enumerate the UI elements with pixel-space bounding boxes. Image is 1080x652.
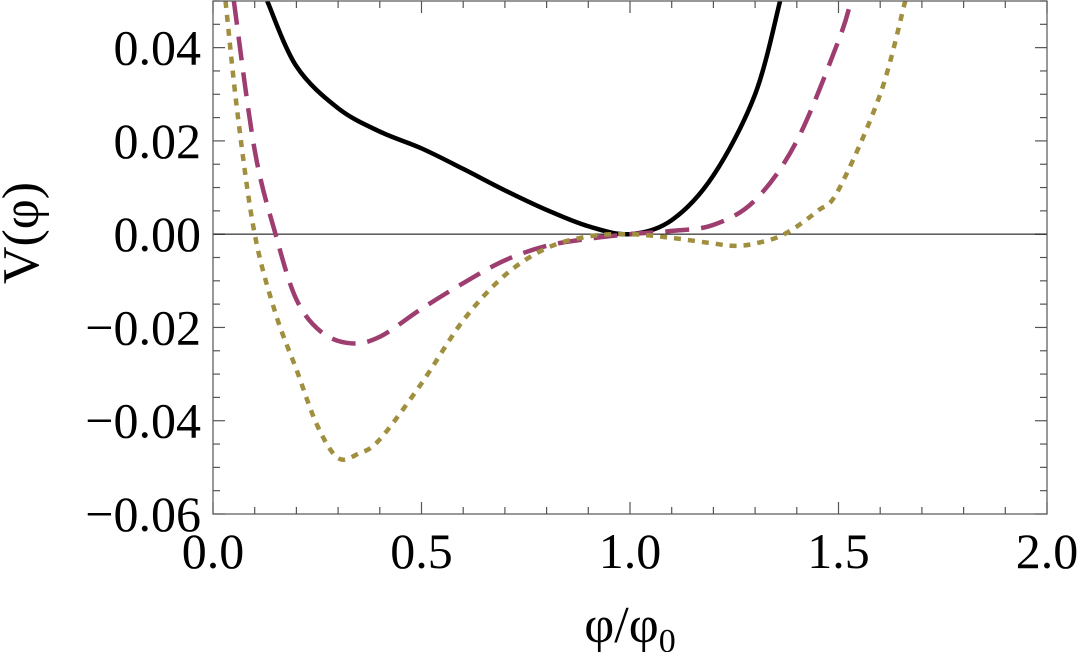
y-tick-label: 0.04 [114, 20, 202, 76]
y-tick-label: 0.00 [114, 206, 202, 262]
tick-labels: 0.0 0.5 1.0 1.5 2.0 −0.06 −0.04 −0.02 0.00 0.02 0.… [85, 20, 1078, 579]
y-tick-label: −0.02 [85, 299, 201, 355]
axis-ticks [212, 0, 1048, 515]
plot-frame [212, 0, 1048, 515]
x-tick-label: 1.5 [807, 523, 870, 579]
x-axis-label: φ/φ0 [584, 597, 675, 652]
series-dotted-line [223, 1, 908, 462]
x-tick-label: 0.5 [390, 523, 453, 579]
plot-curves [223, 1, 908, 462]
x-tick-label: 2.0 [1016, 523, 1079, 579]
series-solid-line [265, 1, 783, 237]
y-tick-label: 0.02 [114, 113, 202, 169]
y-tick-label: −0.04 [85, 393, 201, 449]
y-tick-label: −0.06 [85, 486, 201, 542]
x-tick-label: 0.0 [182, 523, 245, 579]
y-axis-label: V(φ) [0, 182, 50, 284]
series-dashed-line [231, 1, 854, 346]
x-tick-label: 1.0 [599, 523, 662, 579]
